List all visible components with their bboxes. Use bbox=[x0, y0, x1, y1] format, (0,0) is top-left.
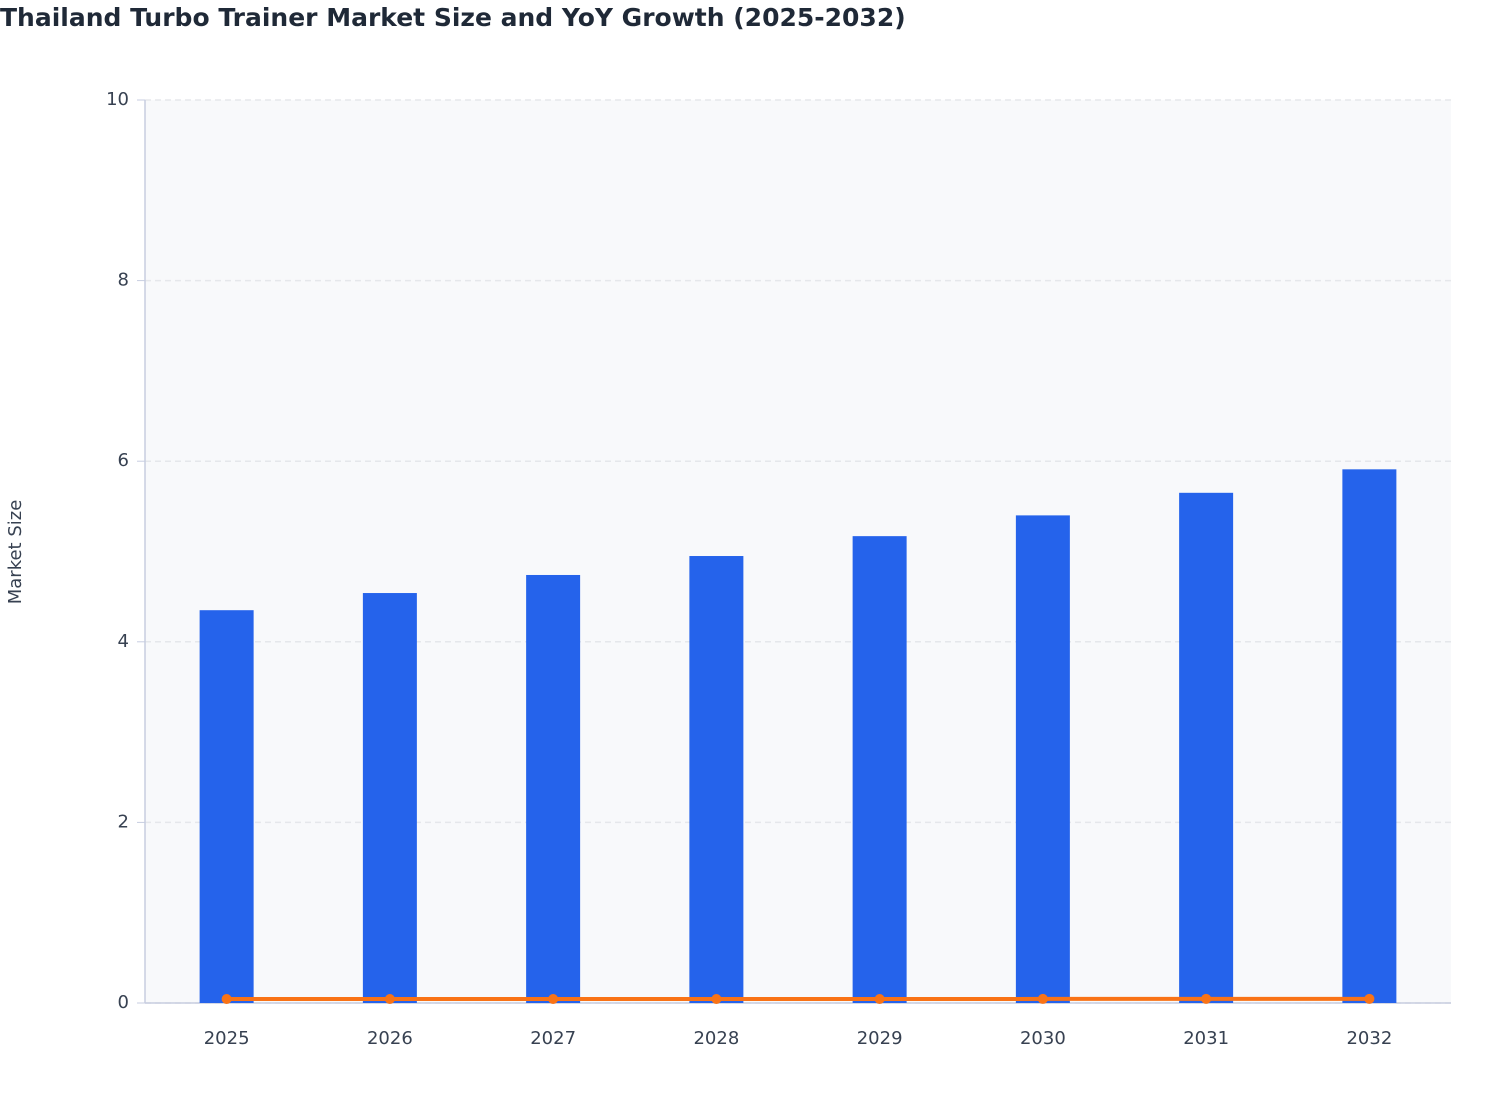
line-point bbox=[384, 994, 395, 1005]
x-tick-label: 2028 bbox=[693, 1028, 739, 1049]
line-point bbox=[548, 994, 559, 1005]
line-point bbox=[1364, 993, 1375, 1004]
y-tick-label: 2 bbox=[118, 811, 129, 832]
bar bbox=[199, 610, 254, 1003]
bar bbox=[526, 574, 581, 1003]
bar bbox=[1015, 515, 1070, 1003]
x-tick-label: 2030 bbox=[1020, 1028, 1066, 1049]
x-tick-label: 2025 bbox=[204, 1028, 250, 1049]
y-tick-label: 6 bbox=[118, 450, 129, 471]
y-tick-label: 10 bbox=[106, 89, 129, 110]
bar bbox=[1342, 469, 1397, 1003]
bar bbox=[852, 536, 907, 1003]
line-point bbox=[874, 994, 885, 1005]
bar bbox=[362, 593, 417, 1003]
bar bbox=[1179, 492, 1234, 1003]
bar bbox=[689, 556, 744, 1003]
y-tick-label: 8 bbox=[118, 270, 129, 291]
y-tick-label: 4 bbox=[118, 631, 129, 652]
x-tick-label: 2031 bbox=[1183, 1028, 1229, 1049]
plot-area bbox=[145, 100, 1451, 1003]
y-axis-label: Market Size bbox=[5, 500, 26, 605]
x-tick-label: 2026 bbox=[367, 1028, 413, 1049]
line-point bbox=[1201, 993, 1212, 1004]
y-tick-label: 0 bbox=[118, 992, 129, 1013]
line-point bbox=[1037, 993, 1048, 1004]
line-point bbox=[711, 994, 722, 1005]
chart-title: Thailand Turbo Trainer Market Size and Y… bbox=[0, 3, 906, 32]
x-tick-label: 2032 bbox=[1346, 1028, 1392, 1049]
line-point bbox=[221, 994, 232, 1005]
x-tick-label: 2027 bbox=[530, 1028, 576, 1049]
x-tick-label: 2029 bbox=[857, 1028, 903, 1049]
